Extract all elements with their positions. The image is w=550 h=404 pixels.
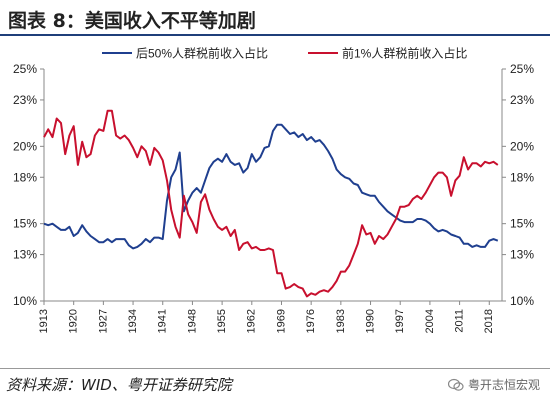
left-y-tick-label: 13% xyxy=(13,248,37,262)
x-tick-label: 1997 xyxy=(394,309,406,333)
top1-income-share-line xyxy=(43,109,499,298)
right-y-tick-label: 23% xyxy=(510,93,534,107)
x-tick-label: 1983 xyxy=(335,309,347,333)
legend-label-top1: 前1%人群税前收入占比 xyxy=(342,46,467,61)
x-tick-label: 1934 xyxy=(127,309,139,333)
x-tick-label: 1948 xyxy=(186,309,198,333)
line-chart: 10% 10% 13% 13% 15% 15% 18% 18% 20% 20% 23% 23% 25% 2… xyxy=(13,46,534,334)
x-tick-label: 1913 xyxy=(38,309,50,333)
title-divider xyxy=(0,34,550,36)
x-tick-label: 1969 xyxy=(275,309,287,333)
source-note: 资料来源：WID、粤开证券研究院 xyxy=(6,376,232,394)
x-tick-label: 1920 xyxy=(68,309,80,333)
x-tick-label: 1962 xyxy=(246,309,258,333)
x-tick-label: 1976 xyxy=(305,309,317,333)
left-y-tick-label: 20% xyxy=(13,139,37,153)
watermark-text: 粤开志恒宏观 xyxy=(467,378,540,392)
x-tick-label: 2018 xyxy=(483,309,495,333)
title-bar: 图表 8：美国收入不平等加剧 xyxy=(0,0,550,38)
x-tick-label: 1927 xyxy=(97,309,109,333)
axes xyxy=(40,68,506,305)
x-tick-label: 2011 xyxy=(453,309,465,333)
x-tick-label: 2004 xyxy=(424,309,436,333)
right-y-tick-label: 10% xyxy=(510,294,534,308)
legend-label-bottom50: 后50%人群税前收入占比 xyxy=(136,46,268,61)
tick-labels: 10% 10% 13% 13% 15% 15% 18% 18% 20% 20% 23% 23% 25% 2… xyxy=(13,62,534,333)
right-y-tick-label: 18% xyxy=(510,170,534,184)
page-title: 图表 8：美国收入不平等加剧 xyxy=(8,10,256,32)
series-lines xyxy=(43,109,499,298)
x-tick-label: 1941 xyxy=(157,309,169,333)
left-y-tick-label: 23% xyxy=(13,93,37,107)
left-y-tick-label: 18% xyxy=(13,170,37,184)
left-y-tick-label: 15% xyxy=(13,217,37,231)
x-tick-label: 1990 xyxy=(364,309,376,333)
right-y-tick-label: 15% xyxy=(510,217,534,231)
watermark: 粤开志恒宏观 xyxy=(447,376,540,393)
bottom50-income-share-line xyxy=(43,123,499,250)
right-y-tick-label: 20% xyxy=(510,139,534,153)
right-y-tick-label: 25% xyxy=(510,62,534,76)
wechat-logo-icon xyxy=(447,378,464,391)
source-divider xyxy=(0,368,550,369)
right-y-tick-label: 13% xyxy=(510,248,534,262)
legend: 后50%人群税前收入占比 前1%人群税前收入占比 xyxy=(102,46,467,61)
left-y-tick-label: 10% xyxy=(13,294,37,308)
left-y-tick-label: 25% xyxy=(13,62,37,76)
x-tick-label: 1955 xyxy=(216,309,228,333)
